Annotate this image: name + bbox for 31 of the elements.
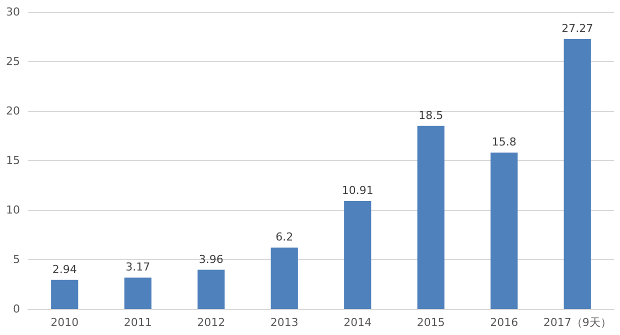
y-tick-label: 5 <box>13 253 20 266</box>
data-label: 27.27 <box>562 22 594 36</box>
data-label: 10.91 <box>342 184 374 197</box>
data-label: 2.94 <box>52 262 77 276</box>
data-label: 6.2 <box>276 230 294 244</box>
bar <box>490 152 518 309</box>
y-tick-label: 0 <box>13 302 20 316</box>
bar <box>51 280 78 309</box>
bar <box>564 39 591 309</box>
bar <box>417 126 444 309</box>
bar <box>270 248 298 309</box>
x-tick-label: 2014 <box>344 316 372 329</box>
y-tick-label: 20 <box>6 104 20 118</box>
y-tick-label: 15 <box>6 154 20 167</box>
x-tick-label: 2010 <box>50 316 79 329</box>
x-tick-label: 2016 <box>490 316 518 329</box>
y-tick-label: 10 <box>6 204 20 216</box>
x-tick-label: 2013 <box>270 316 298 329</box>
data-label: 18.5 <box>418 108 444 122</box>
x-tick-label: 2015 <box>416 316 445 329</box>
bar <box>198 270 225 309</box>
bar <box>124 278 152 309</box>
data-label: 15.8 <box>492 136 516 149</box>
x-tick-label: 2017（9天） <box>543 316 612 329</box>
y-tick-label: 30 <box>6 6 20 18</box>
x-tick-label: 2011 <box>124 316 152 329</box>
x-tick-label: 2012 <box>197 316 226 329</box>
y-tick-label: 25 <box>6 55 20 68</box>
data-label: 3.96 <box>198 252 224 266</box>
bar <box>344 200 372 309</box>
data-label: 3.17 <box>126 260 150 274</box>
